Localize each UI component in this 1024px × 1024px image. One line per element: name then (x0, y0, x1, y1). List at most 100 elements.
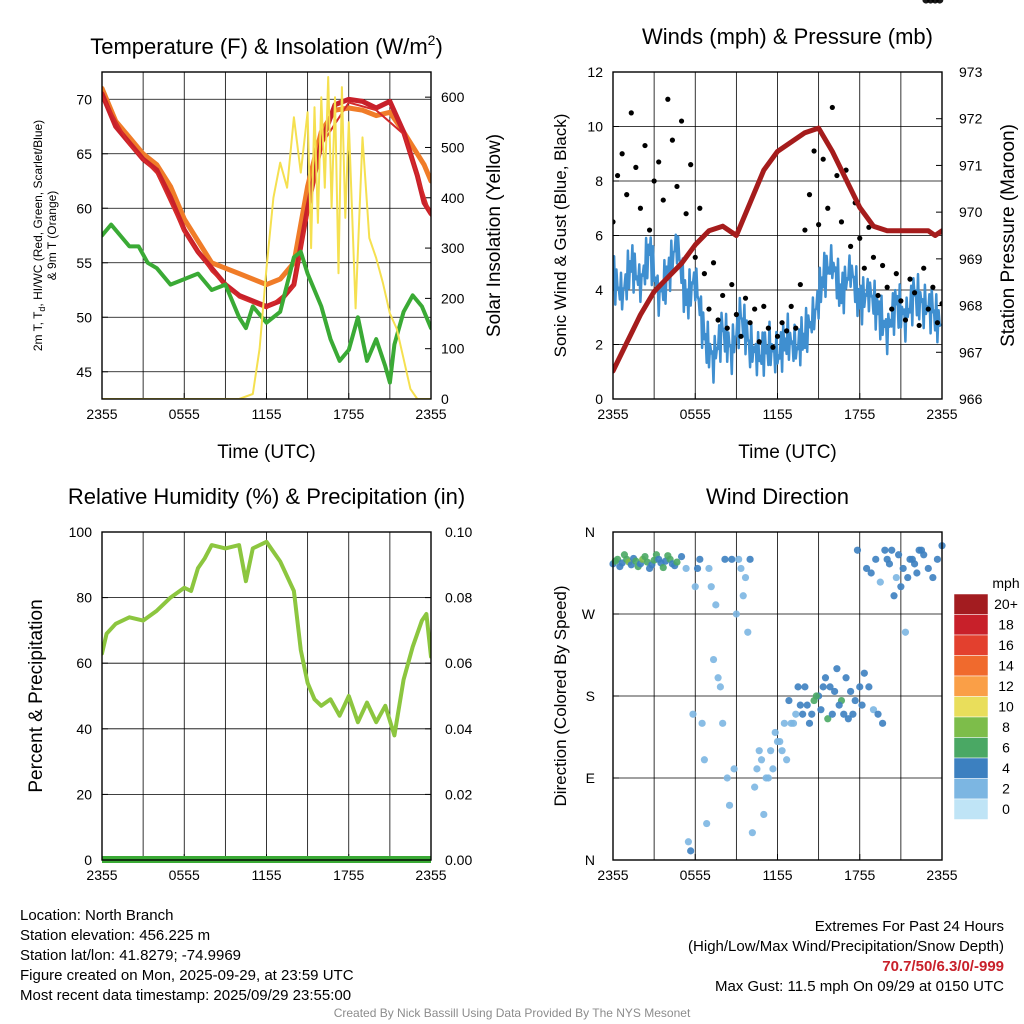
gust-point (729, 281, 735, 288)
location-text: Location: North Branch (20, 907, 174, 924)
y-tick-label: 40 (76, 721, 92, 737)
direction-point (865, 683, 873, 691)
chart-title: Relative Humidity (%) & Precipitation (i… (68, 484, 465, 509)
colorbar-swatch (953, 757, 989, 779)
direction-point (703, 819, 711, 828)
direction-point (687, 847, 695, 855)
direction-point (735, 555, 743, 563)
y-tick-label: 45 (76, 364, 92, 380)
humidity-line (102, 539, 431, 738)
y2-tick-label: 0.04 (445, 721, 472, 737)
y-tick-label: 2 (595, 337, 603, 353)
chart-title: Winds (mph) & Pressure (mb) (642, 24, 933, 49)
gust-point (738, 333, 744, 339)
direction-point (691, 583, 699, 591)
y-tick-label: N (585, 852, 595, 868)
gust-point (633, 164, 639, 170)
y2-tick-label: 500 (441, 139, 465, 155)
direction-point (737, 564, 745, 573)
colorbar-swatch (953, 798, 989, 820)
series-line (102, 76, 431, 399)
x-tick-label: 0555 (169, 867, 200, 883)
direction-point (890, 592, 898, 600)
y-tick-label: E (586, 770, 595, 786)
direction-point (677, 553, 686, 561)
x-tick-label: 1755 (844, 406, 875, 422)
x-tick-label: 2355 (597, 867, 628, 883)
y-tick-label: 20 (76, 786, 92, 802)
series-line (102, 85, 431, 288)
colorbar-swatch (953, 696, 989, 718)
chart-title: Temperature (F) & Insolation (W/m2) (90, 32, 443, 59)
y-tick-label: 60 (76, 200, 92, 216)
direction-point (901, 628, 910, 636)
gust-point (779, 320, 785, 326)
direction-point (716, 683, 724, 691)
extremes-info: Extremes For Past 24 Hours (High/Low/Max… (688, 917, 1004, 997)
gust-point (678, 118, 685, 124)
y-axis-label: Sonic Wind & Gust (Blue, Black) (551, 114, 570, 358)
x-tick-label: 2355 (415, 406, 446, 422)
colorbar-label: 10 (998, 699, 1014, 715)
direction-point (789, 719, 798, 727)
direction-point (844, 715, 852, 723)
series-line (102, 222, 431, 385)
y-tick-label: 50 (76, 309, 92, 325)
pressure-line (613, 125, 942, 374)
direction-point (851, 696, 859, 705)
panel-humidity: 2355 0555 1155 1755 2355 Relative Humidity (%… (26, 484, 472, 883)
direction-point (739, 592, 747, 600)
gust-point (797, 281, 803, 288)
direction-point (860, 669, 868, 677)
direction-point (741, 573, 750, 582)
direction-point (894, 551, 903, 559)
direction-point (821, 674, 830, 682)
colorbar-label: 16 (998, 637, 1014, 653)
direction-point (730, 765, 738, 773)
direction-point (705, 564, 713, 573)
direction-point (673, 558, 681, 566)
series-group (613, 96, 942, 384)
direction-point (783, 756, 791, 764)
colorbar-label: 14 (998, 658, 1014, 674)
y-tick-label: 8 (595, 173, 603, 189)
colorbar-swatch (953, 593, 989, 615)
y-tick-label: 12 (587, 64, 603, 80)
y-tick-label: 4 (595, 282, 603, 298)
gust-point (911, 290, 918, 296)
gust-point (756, 339, 762, 345)
y-tick-label: 60 (76, 655, 92, 671)
plot-border (612, 531, 943, 861)
gust-point (665, 96, 671, 102)
chart-title-tail: ) (435, 34, 442, 59)
elevation-text: Station elevation: 456.225 m (20, 927, 211, 944)
y-tick-label: 100 (69, 524, 93, 540)
gust-point (774, 333, 781, 339)
gust-point (879, 262, 886, 269)
direction-point (828, 710, 836, 718)
y2-tick-label: 0.06 (445, 655, 472, 671)
extremes-subtitle: (High/Low/Max Wind/Precipitation/Snow De… (688, 938, 1004, 955)
gust-point (820, 156, 826, 162)
gust-point (628, 110, 634, 116)
x-tick-label: 2355 (597, 406, 628, 422)
direction-point (714, 674, 722, 682)
x-axis-label: Time (UTC) (217, 442, 316, 463)
latlon-text: Station lat/lon: 41.8279; -74.9969 (20, 947, 242, 964)
gust-point (637, 205, 644, 211)
direction-point (831, 687, 839, 696)
colorbar-swatch (953, 737, 989, 759)
y-label-tail: , HI/WC (Red, Green, Scarlet/Blue) (31, 120, 45, 307)
direction-point (725, 801, 734, 809)
direction-point (819, 683, 827, 691)
gust-point (692, 254, 698, 260)
gust-point (715, 317, 721, 323)
gust-point (806, 192, 813, 198)
direction-point (878, 719, 887, 727)
x-tick-label: 0555 (680, 406, 711, 422)
gust-point (907, 276, 913, 282)
gust-point (857, 235, 863, 241)
gust-point (683, 211, 689, 217)
y2-tick-label: 200 (441, 290, 465, 306)
